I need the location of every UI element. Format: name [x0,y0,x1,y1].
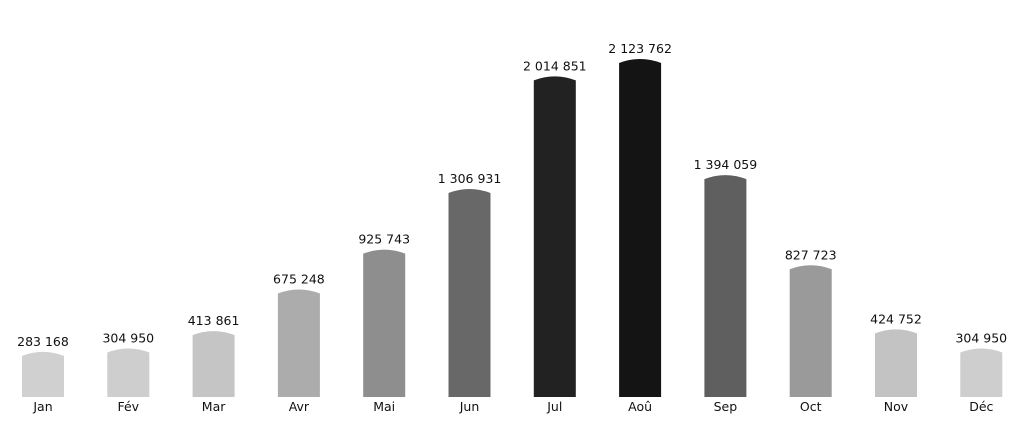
bar-nov [875,329,917,397]
category-label: Oct [800,399,822,414]
bar-avr [277,289,320,397]
value-label: 1 306 931 [438,171,502,186]
category-label: Déc [969,399,993,414]
value-label: 925 743 [358,232,410,247]
category-label: Avr [289,399,310,414]
bar-jul [533,76,576,398]
category-label: Jan [32,399,52,414]
bar-mar [192,331,235,397]
value-label: 413 861 [188,313,240,328]
category-label: Fév [117,399,139,414]
bars-group [22,59,1003,398]
value-label: 2 014 851 [523,58,587,73]
category-label: Jul [546,399,562,414]
value-label: 304 950 [102,330,154,345]
value-label: 304 950 [955,330,1007,345]
category-labels-group: Jan Fév Mar Avr Mai Jun Jul Aoû Sep Oct Nov Déc [32,399,993,414]
bar-aoû [619,59,662,397]
category-label: Jun [459,399,480,414]
category-label: Sep [714,399,738,414]
category-label: Mai [373,399,395,414]
value-label: 283 168 [17,334,69,349]
category-label: Nov [884,399,909,414]
value-labels-group: 283 168 304 950 413 861 675 248 925 743 1 306… [17,41,1007,349]
category-label: Aoû [628,399,652,414]
value-label: 1 394 059 [694,157,758,172]
bar-sep [704,175,747,397]
category-label: Mar [202,399,226,414]
bar-déc [960,348,1003,397]
value-label: 827 723 [785,247,837,262]
bar-mai [363,249,406,397]
bar-jan [22,351,64,397]
value-label: 2 123 762 [608,41,672,56]
value-label: 675 248 [273,272,325,287]
bar-oct [789,265,832,397]
bar-fév [107,348,150,397]
value-label: 424 752 [870,311,922,326]
bar-jun [448,188,491,397]
